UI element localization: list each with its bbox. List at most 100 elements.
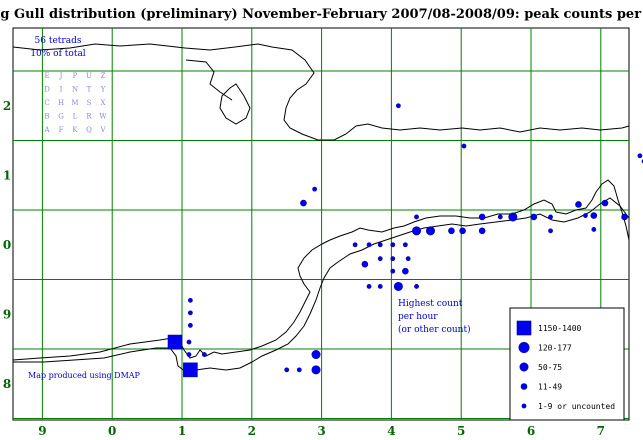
highest-count-line1: Highest count — [398, 299, 463, 309]
record-symbol — [461, 143, 467, 149]
tetrad-count: 56 tetrads — [35, 36, 82, 46]
y-axis-label: 2 — [3, 99, 11, 113]
x-axis-label: 9 — [38, 424, 46, 438]
record-symbol — [425, 226, 435, 236]
legend-label: 1-9 or uncounted — [538, 402, 615, 411]
highest-count-line3: (or other count) — [398, 324, 471, 335]
record-symbol — [296, 367, 302, 373]
inland-contour — [219, 83, 251, 125]
record-symbol — [311, 365, 321, 375]
summary-block: 56 tetrads 10% of total — [30, 36, 85, 59]
record-symbol — [402, 267, 409, 275]
tetrad-key-letter: P — [73, 72, 78, 80]
y-axis-label: 1 — [3, 168, 11, 182]
legend-symbol — [519, 362, 529, 372]
legend-symbol — [516, 320, 532, 336]
tetrad-key-letter: C — [44, 99, 49, 107]
tetrad-key-letter: I — [60, 86, 63, 94]
record-symbol — [414, 284, 419, 289]
tetrad-key-letter: G — [58, 113, 64, 121]
record-symbol — [377, 242, 383, 248]
tetrad-key-letter: D — [44, 86, 50, 94]
record-symbol — [412, 226, 422, 236]
record-symbol — [548, 228, 553, 234]
record-symbol — [395, 103, 401, 109]
x-axis-label: 6 — [527, 424, 535, 438]
record-symbol — [591, 227, 597, 232]
highest-count-note: Highest count per hour (or other count) — [398, 299, 471, 335]
legend-label: 1150-1400 — [538, 324, 582, 333]
record-symbol — [575, 201, 582, 208]
legend: 1150-1400 120-177 50-75 11-49 1-9 or uncount… — [509, 307, 625, 421]
tetrad-key-letter: V — [99, 126, 106, 134]
legend-label: 120-177 — [538, 344, 572, 353]
x-axis-label: 0 — [108, 424, 116, 438]
record-symbol — [637, 153, 643, 159]
record-symbol — [352, 242, 358, 248]
record-symbol — [448, 227, 455, 235]
tetrad-key-letter: B — [44, 113, 49, 121]
record-symbol — [402, 242, 408, 248]
record-symbol — [377, 284, 383, 289]
record-symbol — [478, 227, 486, 235]
legend-symbol — [520, 383, 528, 390]
x-axis-label: 4 — [387, 424, 395, 438]
record-symbol — [621, 213, 628, 221]
record-symbol — [377, 256, 383, 262]
x-axis-label: 3 — [317, 424, 325, 438]
tetrad-key-letter: R — [86, 113, 92, 121]
record-symbol — [459, 227, 466, 235]
record-symbol — [497, 214, 503, 220]
highest-count-line2: per hour — [398, 312, 438, 322]
coastline — [12, 43, 630, 373]
record-symbol — [393, 281, 403, 291]
tetrad-key-letter: A — [43, 126, 50, 134]
dmap-credit: Map produced using DMAP — [28, 371, 141, 380]
legend-symbol — [521, 403, 527, 409]
record-symbol — [167, 334, 183, 350]
tetrad-key-letter: W — [99, 113, 107, 121]
record-symbol — [311, 350, 321, 360]
record-symbol — [508, 212, 518, 222]
record-symbol — [312, 186, 318, 192]
tetrad-key-letter: T — [87, 86, 92, 94]
record-symbol — [548, 214, 553, 220]
record-symbol — [590, 212, 598, 219]
record-symbol — [390, 242, 396, 248]
tetrad-key-letter: U — [86, 72, 92, 80]
tetrad-key-letter: Q — [86, 126, 92, 134]
tetrad-key-letter: Y — [100, 86, 106, 94]
x-axis-label: 1 — [178, 424, 186, 438]
y-axis-label: 8 — [3, 377, 11, 391]
record-symbol — [201, 352, 207, 357]
record-symbol — [187, 322, 193, 328]
record-symbol — [390, 256, 396, 262]
record-symbol — [187, 297, 193, 303]
tetrad-key-letter: J — [59, 72, 63, 80]
x-axis-label: 2 — [248, 424, 256, 438]
records-layer — [167, 103, 643, 378]
tetrad-key-letter: F — [59, 126, 64, 134]
record-symbol — [530, 213, 538, 221]
tetrad-key-letter: Z — [101, 72, 106, 80]
x-axis-label: 7 — [597, 424, 605, 438]
tetrad-key-letter: H — [58, 99, 64, 107]
y-axis-label: 9 — [3, 307, 11, 321]
tetrad-key: E J P U Z D I N T Y C H M S X B G L R W A F K Q V — [43, 72, 107, 134]
tetrad-key-letter: N — [72, 86, 78, 94]
record-symbol — [187, 310, 193, 316]
record-symbol — [366, 284, 372, 289]
legend-label: 11-49 — [538, 383, 562, 392]
record-symbol — [284, 367, 290, 373]
x-axis-label: 5 — [457, 424, 465, 438]
record-symbol — [405, 256, 411, 262]
grid-lines — [13, 28, 629, 420]
map-title: Herring Gull distribution (preliminary) … — [0, 7, 643, 22]
tetrad-key-letter: S — [87, 99, 92, 107]
percent-of-total: 10% of total — [30, 49, 85, 59]
record-symbol — [390, 268, 396, 274]
record-symbol — [186, 339, 192, 345]
